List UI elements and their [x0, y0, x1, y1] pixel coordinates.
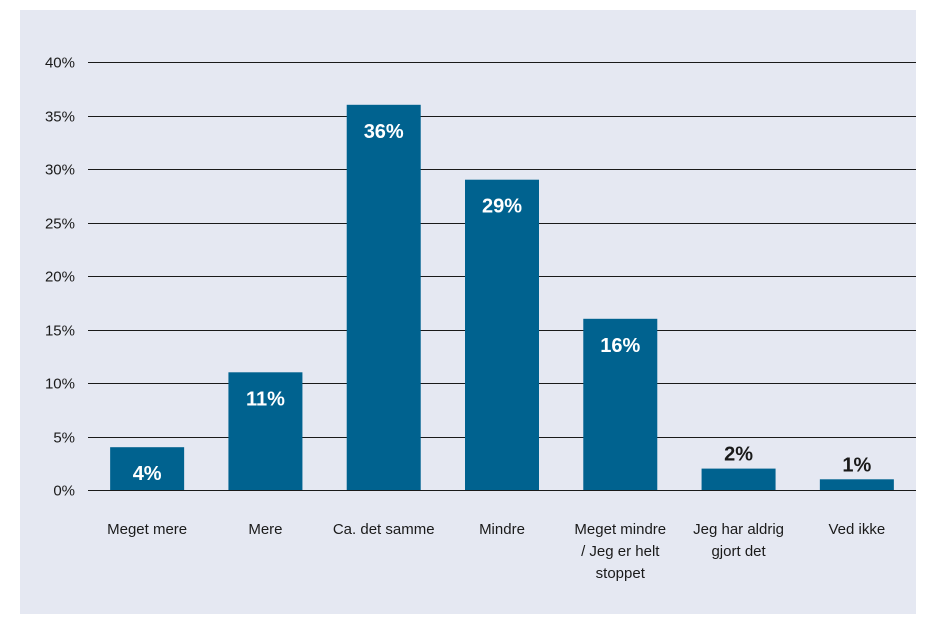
- x-tick-label-line: gjort det: [711, 543, 766, 560]
- data-label: 11%: [246, 388, 285, 410]
- bar: [228, 372, 303, 490]
- data-label: 36%: [364, 121, 404, 143]
- y-tick-label: 0%: [53, 483, 75, 500]
- x-tick-label: Meget mere: [107, 521, 187, 538]
- y-tick-label: 10%: [45, 376, 75, 393]
- x-tick-label-line: Ca. det samme: [333, 521, 435, 538]
- y-tick-label: 20%: [45, 269, 75, 286]
- x-tick-label-line: Meget mere: [107, 521, 187, 538]
- bar: [819, 479, 894, 490]
- bar: [583, 318, 658, 490]
- x-tick-label-line: / Jeg er helt: [581, 543, 660, 560]
- data-label: 29%: [482, 196, 522, 218]
- bar: [701, 468, 776, 490]
- x-tick-label-line: Jeg har aldrig: [693, 521, 784, 538]
- x-tick-label-line: Mindre: [479, 521, 525, 538]
- x-tick-label-line: Meget mindre: [574, 521, 666, 538]
- data-label: 2%: [724, 444, 753, 466]
- x-tick-label-line: stoppet: [596, 565, 646, 582]
- x-tick-label: Jeg har aldrig gjort det: [693, 521, 784, 560]
- y-axis: 0% 5% 10% 15% 20% 25% 30% 35% 40%: [45, 55, 75, 500]
- y-tick-label: 40%: [45, 55, 75, 72]
- x-tick-label: Mere: [248, 521, 282, 538]
- y-tick-label: 30%: [45, 162, 75, 179]
- bars: [110, 104, 894, 491]
- x-tick-label-line: Ved ikke: [828, 521, 885, 538]
- x-tick-label: Ca. det samme: [333, 521, 435, 538]
- bar: [346, 104, 421, 491]
- x-tick-label: Ved ikke: [828, 521, 885, 538]
- data-label: 16%: [600, 335, 640, 357]
- x-tick-label: Meget mindre / Jeg er helt stoppet: [574, 521, 666, 582]
- data-label: 4%: [133, 463, 162, 485]
- y-tick-label: 5%: [53, 430, 75, 447]
- x-tick-label-line: Mere: [248, 521, 282, 538]
- bar: [465, 179, 539, 490]
- x-axis: Meget mere Mere Ca. det samme Mindre Meget m…: [107, 521, 885, 582]
- data-labels: 4% 11% 36% 29% 16% 2% 1%: [133, 121, 872, 485]
- data-label: 1%: [842, 454, 871, 476]
- x-tick-label: Mindre: [479, 521, 525, 538]
- y-tick-label: 15%: [45, 323, 75, 340]
- y-tick-label: 35%: [45, 109, 75, 126]
- y-tick-label: 25%: [45, 216, 75, 233]
- bar: [110, 447, 185, 490]
